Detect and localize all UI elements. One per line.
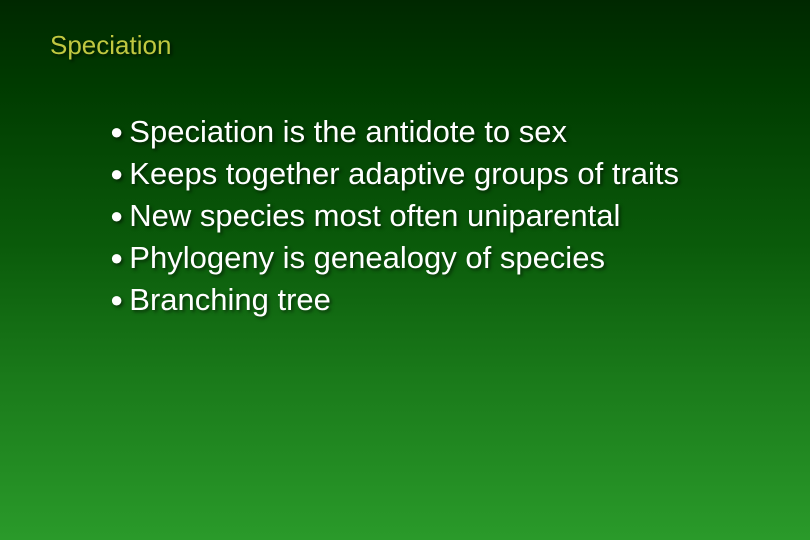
slide-title: Speciation [50, 30, 760, 61]
bullet-icon: ● [110, 153, 123, 195]
bullet-text: Branching tree [129, 279, 720, 321]
bullet-icon: ● [110, 195, 123, 237]
bullet-icon: ● [110, 111, 123, 153]
slide: Speciation ● Speciation is the antidote … [0, 0, 810, 540]
bullet-icon: ● [110, 237, 123, 279]
list-item: ● Branching tree [110, 279, 720, 321]
list-item: ● New species most often uniparental [110, 195, 720, 237]
bullet-text: New species most often uniparental [129, 195, 720, 237]
list-item: ● Phylogeny is genealogy of species [110, 237, 720, 279]
list-item: ● Keeps together adaptive groups of trai… [110, 153, 720, 195]
bullet-list: ● Speciation is the antidote to sex ● Ke… [110, 111, 720, 321]
bullet-icon: ● [110, 279, 123, 321]
bullet-text: Phylogeny is genealogy of species [129, 237, 720, 279]
bullet-text: Speciation is the antidote to sex [129, 111, 720, 153]
bullet-text: Keeps together adaptive groups of traits [129, 153, 720, 195]
list-item: ● Speciation is the antidote to sex [110, 111, 720, 153]
